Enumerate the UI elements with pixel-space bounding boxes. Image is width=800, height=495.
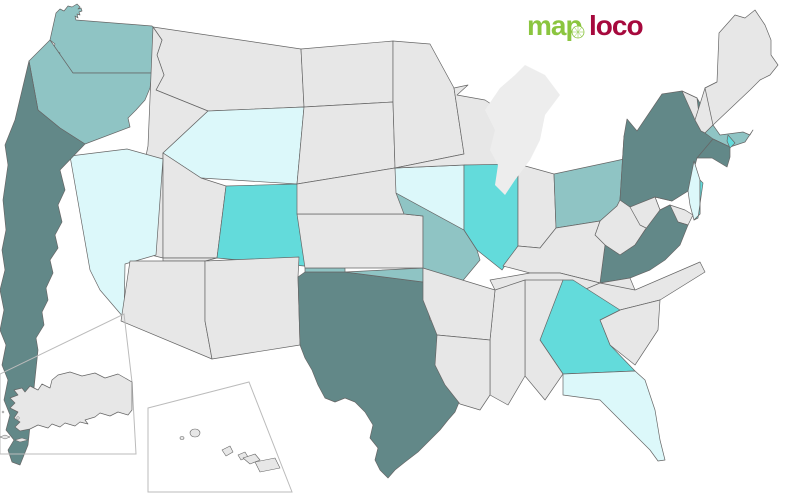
svg-text:loco: loco xyxy=(589,10,643,41)
